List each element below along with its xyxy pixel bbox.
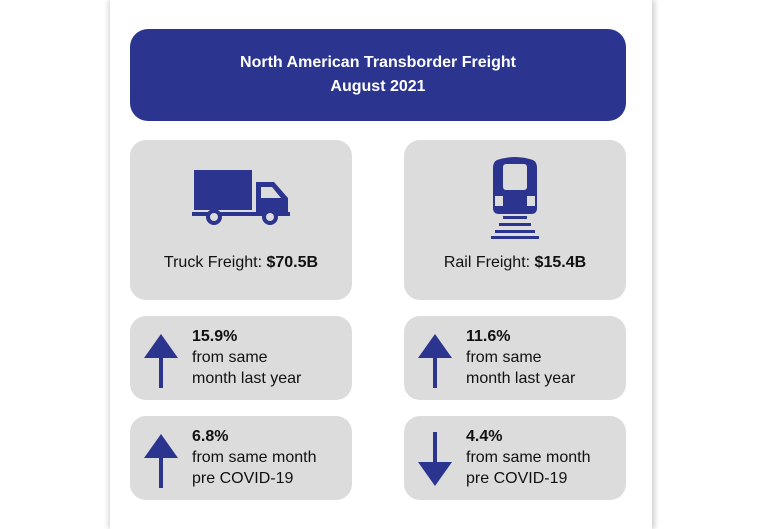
- rail-change-last-year-text: 11.6% from same month last year: [466, 326, 575, 389]
- arrow-up-icon: [144, 334, 178, 388]
- rail-change-last-year-line2: month last year: [466, 370, 576, 387]
- rail-freight-label-text: Rail Freight:: [443, 254, 531, 271]
- truck-icon: [192, 168, 292, 231]
- rail-change-pre-covid-text: 4.4% from same month pre COVID-19: [466, 426, 590, 489]
- truck-change-last-year-line2: month last year: [192, 370, 302, 387]
- truck-change-last-year-text: 15.9% from same month last year: [192, 326, 301, 389]
- truck-freight-label-text: Truck Freight:: [163, 254, 263, 271]
- truck-freight-label: Truck Freight: $70.5B: [130, 254, 352, 272]
- truck-change-last-year-line1: from same: [192, 349, 268, 366]
- truck-change-last-year-percent: 15.9%: [192, 328, 238, 345]
- train-icon: [489, 154, 541, 245]
- rail-change-last-year-card: 11.6% from same month last year: [404, 316, 626, 400]
- rail-change-last-year-line1: from same: [466, 349, 542, 366]
- rail-change-last-year-percent: 11.6%: [466, 328, 511, 345]
- rail-change-pre-covid-percent: 4.4%: [466, 428, 503, 445]
- header-title: North American Transborder Freight: [240, 54, 516, 71]
- truck-change-pre-covid-percent: 6.8%: [192, 428, 229, 445]
- arrow-up-icon: [144, 434, 178, 488]
- rail-freight-label: Rail Freight: $15.4B: [404, 254, 626, 272]
- rail-freight-value: $15.4B: [534, 254, 587, 271]
- header-subtitle: August 2021: [330, 78, 426, 95]
- rail-change-pre-covid-line1: from same month: [466, 449, 591, 466]
- truck-change-pre-covid-card: 6.8% from same month pre COVID-19: [130, 416, 352, 500]
- truck-change-last-year-card: 15.9% from same month last year: [130, 316, 352, 400]
- header-banner: North American Transborder Freight Augus…: [130, 29, 626, 121]
- truck-change-pre-covid-line1: from same month: [192, 449, 317, 466]
- rail-freight-card: Rail Freight: $15.4B: [404, 140, 626, 300]
- arrow-up-icon: [418, 334, 452, 388]
- infographic-page: North American Transborder Freight Augus…: [110, 0, 652, 529]
- truck-freight-value: $70.5B: [266, 254, 319, 271]
- truck-freight-card: Truck Freight: $70.5B: [130, 140, 352, 300]
- rail-change-pre-covid-card: 4.4% from same month pre COVID-19: [404, 416, 626, 500]
- truck-change-pre-covid-text: 6.8% from same month pre COVID-19: [192, 426, 316, 489]
- rail-change-pre-covid-line2: pre COVID-19: [466, 470, 568, 487]
- truck-change-pre-covid-line2: pre COVID-19: [192, 470, 294, 487]
- arrow-down-icon: [418, 432, 452, 486]
